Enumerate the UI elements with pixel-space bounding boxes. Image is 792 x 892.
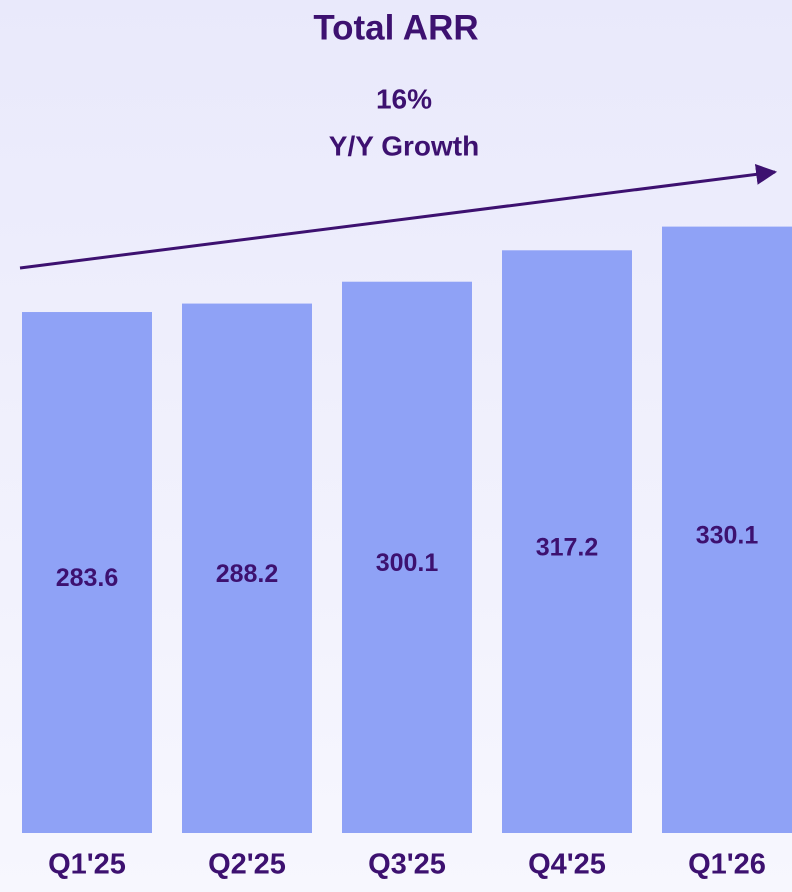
- x-tick-label: Q1'26: [688, 849, 766, 881]
- bar: [662, 226, 792, 833]
- annotation: 16%: [376, 83, 432, 114]
- data-label: 288.2: [216, 560, 279, 588]
- annotation: Y/Y Growth: [329, 130, 479, 161]
- bar: [342, 281, 472, 833]
- bar: [502, 250, 632, 834]
- x-tick-label: Q1'25: [48, 849, 126, 881]
- data-label: 330.1: [696, 521, 759, 549]
- data-label: 317.2: [536, 533, 599, 561]
- bar: [182, 303, 312, 833]
- x-tick-label: Q2'25: [208, 849, 286, 881]
- bar: [22, 312, 152, 833]
- growth-arrow: [19, 163, 778, 270]
- data-label: 300.1: [376, 549, 439, 577]
- data-label: 283.6: [56, 564, 119, 592]
- x-tick-label: Q4'25: [528, 849, 606, 881]
- x-tick-label: Q3'25: [368, 849, 446, 881]
- chart-title: Total ARR: [313, 8, 478, 47]
